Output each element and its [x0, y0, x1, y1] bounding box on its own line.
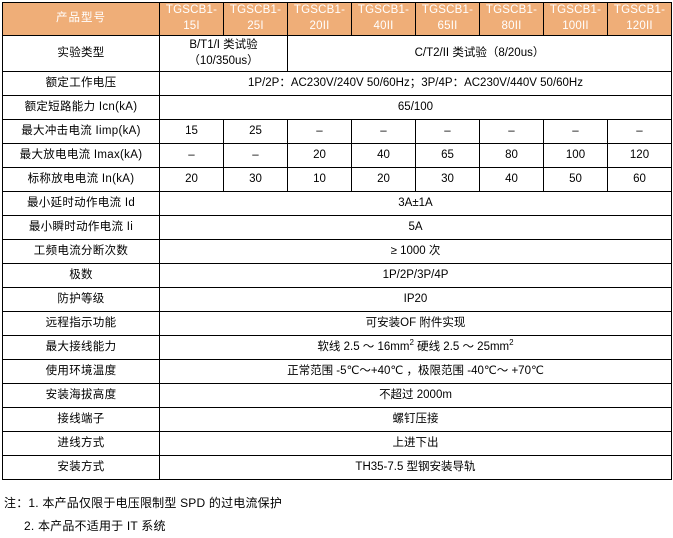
row-value-cell: 10	[287, 167, 352, 192]
row-value-cell: 40	[351, 143, 416, 168]
table-row: 最大放电电流 Imax(kA) – –20 40 65 80 100 120	[2, 143, 672, 168]
table-header-row: 产品型号 TGSCB1-15I TGSCB1-25I TGSCB1-20II T…	[2, 2, 672, 36]
row-label: 实验类型	[2, 35, 160, 72]
row-value-cell: 30	[415, 167, 480, 192]
row-value-cell: 25	[223, 119, 288, 144]
row-value-cell: 15	[159, 119, 224, 144]
row-value-span: 65/100	[159, 95, 672, 120]
row-label: 工频电流分断次数	[2, 239, 160, 264]
row-label: 额定短路能力 Icn(kA)	[2, 95, 160, 120]
table-row: 极数 1P/2P/3P/4P	[2, 263, 672, 288]
row-label: 防护等级	[2, 287, 160, 312]
row-label: 额定工作电压	[2, 71, 160, 96]
row-label: 安装海拔高度	[2, 383, 160, 408]
row-value-span: 不超过 2000m	[159, 383, 672, 408]
table-row: 最小延时动作电流 Id 3A±1A	[2, 191, 672, 216]
row-label: 最小瞬时动作电流 Ii	[2, 215, 160, 240]
row-value-cell: 40	[479, 167, 544, 192]
row-label: 使用环境温度	[2, 359, 160, 384]
row-value-cell: 60	[607, 167, 672, 192]
test-type-line-2: （10/350us）	[188, 54, 259, 67]
row-value-cell: 30	[223, 167, 288, 192]
row-value-span: 软线 2.5 ～ 16mm2 硬线 2.5 ～ 25mm2	[159, 335, 672, 360]
note-line: 注：1. 本产品仅限于电压限制型 SPD 的过电流保护	[4, 496, 283, 510]
row-label: 安装方式	[2, 455, 160, 480]
table-row: 使用环境温度 正常范围 -5℃～+40℃ ，极限范围 -40℃～ +70℃	[2, 359, 672, 384]
row-value-cell: 120	[607, 143, 672, 168]
table-row: 标称放电电流 In(kA) 20 30 10 20 30 40 50 60	[2, 167, 672, 192]
row-value-cell: –	[543, 119, 608, 144]
header-model-4: TGSCB1-40II	[351, 2, 416, 36]
header-model-6: TGSCB1-80II	[479, 2, 544, 36]
table-row: 额定工作电压 1P/2P：AC230V/240V 50/60Hz；3P/4P：AC…	[2, 71, 672, 96]
row-label: 进线方式	[2, 431, 160, 456]
header-model-5: TGSCB1-65II	[415, 2, 480, 36]
table-row: 远程指示功能 可安装OF 附件实现	[2, 311, 672, 336]
wire-soft-spec: 软线 2.5 ～ 16mm	[317, 340, 410, 353]
row-label: 最大冲击电流 Iimp(kA)	[2, 119, 160, 144]
note-line: 2. 本产品不适用于 IT 系统	[24, 518, 166, 533]
row-value-span: 3A±1A	[159, 191, 672, 216]
row-value-cell: 65	[415, 143, 480, 168]
table-row: 安装方式 TH35-7.5 型钢安装导轨	[2, 455, 672, 480]
row-value-cell: 100	[543, 143, 608, 168]
row-value-cell: –	[479, 119, 544, 144]
table-row: 最大接线能力 软线 2.5 ～ 16mm2 硬线 2.5 ～ 25mm2	[2, 335, 672, 360]
unit-superscript-1: 2	[409, 337, 414, 347]
wire-hard-spec: 硬线 2.5 ～ 25mm	[413, 340, 510, 353]
row-label: 最大接线能力	[2, 335, 160, 360]
row-label: 最小延时动作电流 Id	[2, 191, 160, 216]
table-row: 实验类型 B/T1/I 类试验 （10/350us） C/T2/II 类试验（8/20…	[2, 35, 672, 72]
row-value-cell: –	[607, 119, 672, 144]
row-value-cell: 50	[543, 167, 608, 192]
table-row: 防护等级 IP20	[2, 287, 672, 312]
row-value-right: C/T2/II 类试验（8/20us）	[287, 35, 672, 72]
table-row: 最大冲击电流 Iimp(kA) 15 25– – – – – –	[2, 119, 672, 144]
product-spec-table: 产品型号 TGSCB1-15I TGSCB1-25I TGSCB1-20II T…	[2, 2, 672, 480]
header-model-3: TGSCB1-20II	[287, 2, 352, 36]
header-model-8: TGSCB1-120II	[607, 2, 672, 36]
table-notes: 注：1. 本产品仅限于电压限制型 SPD 的过电流保护 2. 本产品不适用于 IT…	[4, 492, 673, 538]
header-model-2: TGSCB1-25I	[223, 2, 288, 36]
table-row: 额定短路能力 Icn(kA) 65/100	[2, 95, 672, 120]
header-product-model: 产品型号	[2, 2, 160, 36]
row-value-cell: –	[415, 119, 480, 144]
row-value-span: 螺钉压接	[159, 407, 672, 432]
row-label: 远程指示功能	[2, 311, 160, 336]
table-row: 进线方式 上进下出	[2, 431, 672, 456]
row-value-span: TH35-7.5 型钢安装导轨	[159, 455, 672, 480]
row-value-span: 正常范围 -5℃～+40℃ ，极限范围 -40℃～ +70℃	[159, 359, 672, 384]
header-model-7: TGSCB1-100II	[543, 2, 608, 36]
row-label: 接线端子	[2, 407, 160, 432]
row-value-left: B/T1/I 类试验 （10/350us）	[159, 35, 288, 72]
row-value-cell: 80	[479, 143, 544, 168]
row-label: 极数	[2, 263, 160, 288]
row-value-cell: 20	[351, 167, 416, 192]
unit-superscript-2: 2	[509, 337, 514, 347]
row-value-cell: –	[351, 119, 416, 144]
table-row: 最小瞬时动作电流 Ii 5A	[2, 215, 672, 240]
row-value-span: 1P/2P/3P/4P	[159, 263, 672, 288]
row-value-cell: 20	[159, 167, 224, 192]
table-row: 接线端子 螺钉压接	[2, 407, 672, 432]
row-value-span: 上进下出	[159, 431, 672, 456]
row-value-span: 5A	[159, 215, 672, 240]
row-value-cell: –	[159, 143, 224, 168]
row-label: 标称放电电流 In(kA)	[2, 167, 160, 192]
row-value-span: 可安装OF 附件实现	[159, 311, 672, 336]
row-value-span: ≥ 1000 次	[159, 239, 672, 264]
row-label: 最大放电电流 Imax(kA)	[2, 143, 160, 168]
row-value-span: IP20	[159, 287, 672, 312]
row-value-cell: –	[223, 143, 288, 168]
header-model-1: TGSCB1-15I	[159, 2, 224, 36]
row-value-cell: 20	[287, 143, 352, 168]
table-row: 工频电流分断次数 ≥ 1000 次	[2, 239, 672, 264]
test-type-line-1: B/T1/I 类试验	[189, 38, 258, 51]
table-row: 安装海拔高度 不超过 2000m	[2, 383, 672, 408]
row-value-cell: –	[287, 119, 352, 144]
row-value-span: 1P/2P：AC230V/240V 50/60Hz；3P/4P：AC230V/4…	[159, 71, 672, 96]
